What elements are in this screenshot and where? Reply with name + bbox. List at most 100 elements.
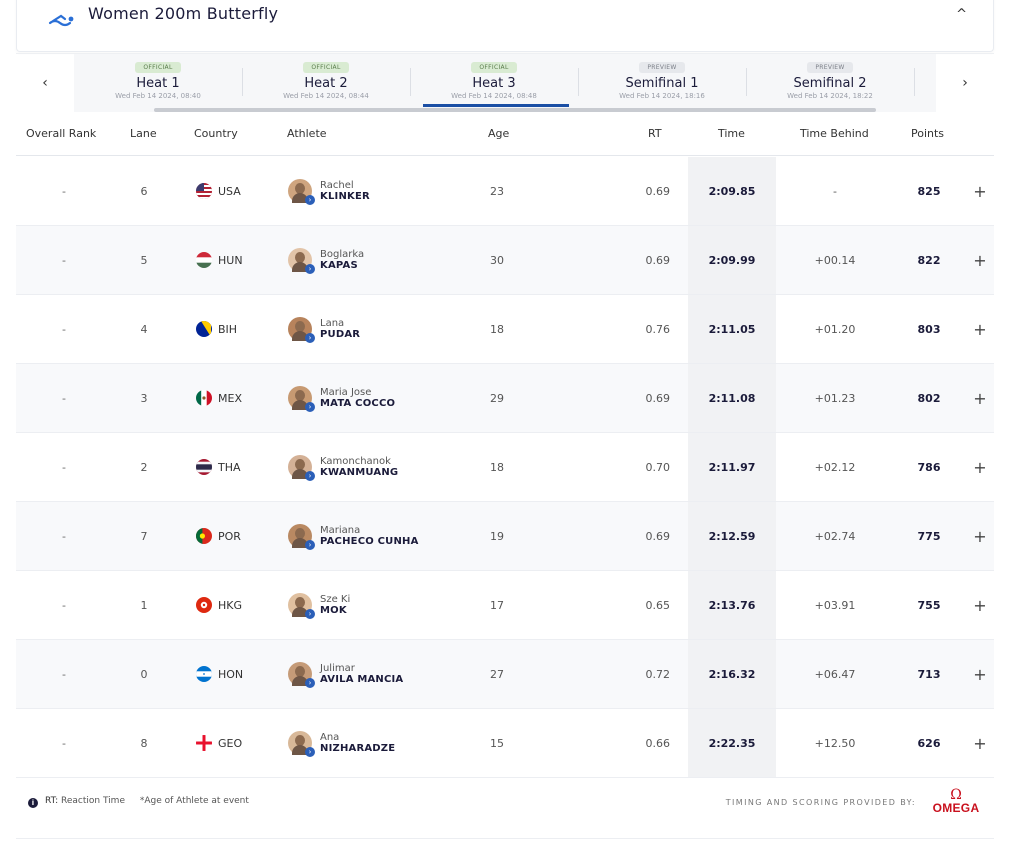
profile-link-icon[interactable]: › <box>305 540 315 550</box>
athlete-last-name: MOK <box>320 605 347 616</box>
omega-logo: Ω OMEGA <box>930 788 982 819</box>
time-behind: +03.91 <box>814 598 856 612</box>
profile-link-icon[interactable]: › <box>305 264 315 274</box>
profile-link-icon[interactable]: › <box>305 195 315 205</box>
points: 786 <box>917 460 941 474</box>
table-row[interactable]: - 8 GEO › Ana NIZHARADZE 15 0.66 2:22.35 +12.50 62… <box>16 709 994 778</box>
athlete[interactable]: › Sze Ki MOK <box>288 571 488 639</box>
plus-icon[interactable]: + <box>973 595 987 615</box>
tab-heat-2[interactable]: OFFICIAL Heat 2 Wed Feb 14 2024, 08:44 <box>242 54 410 108</box>
flag-icon <box>196 321 212 337</box>
table-row[interactable]: QUALIFIED-4BIH›LanaPUDAR180.762:11.05+01… <box>16 295 994 364</box>
time-behind: +12.50 <box>814 736 856 750</box>
points: 755 <box>917 598 941 612</box>
tab-label: Heat 1 <box>136 76 180 91</box>
col-athlete: Athlete <box>287 127 327 140</box>
race-time: 2:13.76 <box>688 571 776 639</box>
avatar[interactable]: › <box>288 524 315 550</box>
country-code: THA <box>218 460 241 474</box>
country: BIH <box>196 295 276 363</box>
lane: 6 <box>140 184 148 198</box>
overall-rank: - <box>62 322 66 336</box>
status-badge: PREVIEW <box>807 62 853 73</box>
athlete-last-name: NIZHARADZE <box>320 743 396 754</box>
status-badge: PREVIEW <box>639 62 685 73</box>
athlete[interactable]: › Boglarka KAPAS <box>288 226 488 294</box>
athlete[interactable]: › Rachel KLINKER <box>288 157 488 225</box>
plus-icon[interactable]: + <box>973 388 987 408</box>
plus-icon[interactable]: + <box>973 250 987 270</box>
profile-link-icon[interactable]: › <box>305 609 315 619</box>
plus-icon[interactable]: + <box>973 319 987 339</box>
athlete-first-name: Mariana <box>320 525 361 536</box>
event-title: Women 200m Butterfly <box>88 4 279 23</box>
athlete-first-name: Lana <box>320 318 345 329</box>
avatar[interactable]: › <box>288 386 315 412</box>
plus-icon[interactable]: + <box>973 526 987 546</box>
table-row[interactable]: QUALIFIED-2THA›KamonchanokKWANMUANG180.7… <box>16 433 994 502</box>
plus-icon[interactable]: + <box>973 664 987 684</box>
col-time: Time <box>718 127 745 140</box>
plus-icon[interactable]: + <box>973 181 987 201</box>
table-row[interactable]: QUALIFIED-6USA›RachelKLINKER230.692:09.8… <box>16 157 994 226</box>
athlete[interactable]: › Ana NIZHARADZE <box>288 709 488 777</box>
plus-icon[interactable]: + <box>973 457 987 477</box>
tab-semifinal-1[interactable]: PREVIEW Semifinal 1 Wed Feb 14 2024, 18:… <box>578 54 746 108</box>
avatar[interactable]: › <box>288 731 315 757</box>
athlete-first-name: Sze Ki <box>320 594 351 605</box>
time-behind: +02.74 <box>814 529 856 543</box>
profile-link-icon[interactable]: › <box>305 333 315 343</box>
athlete[interactable]: › Lana PUDAR <box>288 295 488 363</box>
athlete[interactable]: › Julimar AVILA MANCIA <box>288 640 488 708</box>
race-time: 2:09.99 <box>688 226 776 294</box>
athlete-last-name: KWANMUANG <box>320 467 399 478</box>
tab-heat-1[interactable]: OFFICIAL Heat 1 Wed Feb 14 2024, 08:40 <box>74 54 242 108</box>
athlete-last-name: PUDAR <box>320 329 361 340</box>
athlete[interactable]: › Kamonchanok KWANMUANG <box>288 433 488 501</box>
profile-link-icon[interactable]: › <box>305 678 315 688</box>
tab-divider <box>410 68 411 96</box>
reaction-time: 0.70 <box>645 460 671 474</box>
table-row[interactable]: QUALIFIED-5HUN›BoglarkaKAPAS300.692:09.9… <box>16 226 994 295</box>
profile-link-icon[interactable]: › <box>305 402 315 412</box>
athlete[interactable]: › Mariana PACHECO CUNHA <box>288 502 488 570</box>
country: GEO <box>196 709 276 777</box>
overall-rank: - <box>62 391 66 405</box>
time-behind: - <box>833 184 837 198</box>
chevron-right-icon[interactable]: › <box>962 75 968 91</box>
flag-icon <box>196 666 212 682</box>
flag-icon <box>196 528 212 544</box>
reaction-time: 0.69 <box>645 184 671 198</box>
avatar[interactable]: › <box>288 593 315 619</box>
plus-icon[interactable]: + <box>973 733 987 753</box>
avatar[interactable]: › <box>288 248 315 274</box>
avatar[interactable]: › <box>288 179 315 205</box>
athlete[interactable]: › Maria Jose MATA COCCO <box>288 364 488 432</box>
tab-heat-3[interactable]: OFFICIAL Heat 3 Wed Feb 14 2024, 08:48 <box>410 54 578 108</box>
reaction-time: 0.69 <box>645 253 671 267</box>
overall-rank: - <box>62 736 66 750</box>
tabs-track: OFFICIAL Heat 1 Wed Feb 14 2024, 08:40 O… <box>74 54 936 112</box>
chevron-up-icon[interactable]: ^ <box>956 7 967 22</box>
reaction-time: 0.66 <box>645 736 671 750</box>
profile-link-icon[interactable]: › <box>305 471 315 481</box>
avatar[interactable]: › <box>288 662 315 688</box>
table-row[interactable]: - 1 HKG › Sze Ki MOK 17 0.65 2:13.76 +03.91 755 + <box>16 571 994 640</box>
tabs-scrollbar[interactable] <box>154 108 876 112</box>
profile-link-icon[interactable]: › <box>305 747 315 757</box>
country: POR <box>196 502 276 570</box>
avatar[interactable]: › <box>288 317 315 343</box>
reaction-time: 0.69 <box>645 529 671 543</box>
table-row[interactable]: - 0 HON › Julimar AVILA MANCIA 27 0.72 2:16.32 +0… <box>16 640 994 709</box>
tab-semifinal-2[interactable]: PREVIEW Semifinal 2 Wed Feb 14 2024, 18:… <box>746 54 914 108</box>
tab-divider <box>746 68 747 96</box>
athlete-last-name: MATA COCCO <box>320 398 396 409</box>
chevron-left-icon[interactable]: ‹ <box>42 75 48 91</box>
athlete-first-name: Maria Jose <box>320 387 372 398</box>
avatar[interactable]: › <box>288 455 315 481</box>
event-header: Women 200m Butterfly ^ <box>16 0 994 52</box>
col-age: Age <box>488 127 510 140</box>
country: MEX <box>196 364 276 432</box>
